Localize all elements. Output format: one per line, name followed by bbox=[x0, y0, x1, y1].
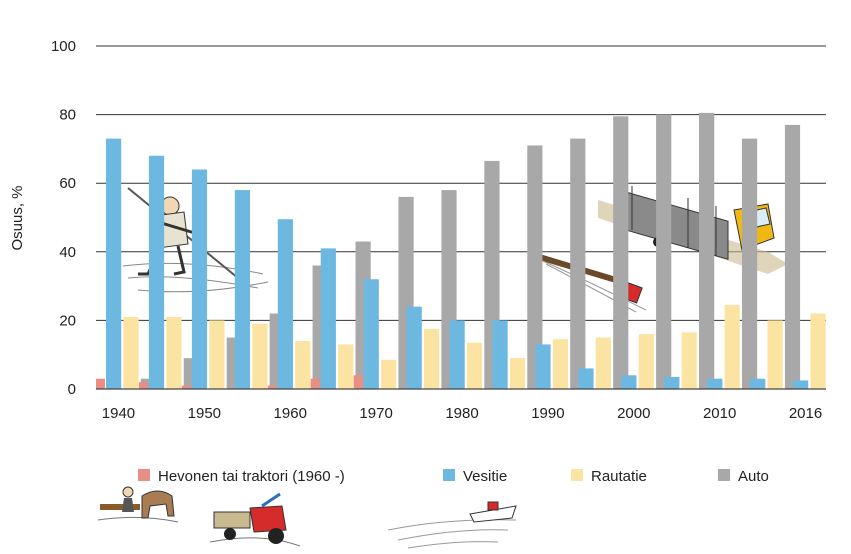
y-tick-label: 80 bbox=[59, 107, 76, 124]
bar-rautatie-1985 bbox=[509, 358, 526, 389]
y-tick-labels: 0 20 40 60 80 100 bbox=[51, 38, 76, 398]
bar-vesitie-2016 bbox=[793, 380, 809, 389]
bar-rautatie-1960 bbox=[295, 340, 311, 389]
x-tick-label: 1940 bbox=[102, 405, 135, 422]
tugboat-icon bbox=[387, 501, 517, 549]
bar-rautatie-1965 bbox=[338, 344, 354, 389]
x-tick-label: 2010 bbox=[703, 405, 736, 422]
bar-rautatie-1975 bbox=[423, 328, 440, 389]
bar-auto-1985 bbox=[527, 145, 543, 389]
x-tick-label: 1960 bbox=[274, 405, 307, 422]
bar-vesitie-1955 bbox=[234, 190, 251, 389]
bar-rautatie-1995 bbox=[595, 337, 611, 389]
y-tick-label: 40 bbox=[59, 244, 76, 261]
bar-vesitie-1980 bbox=[449, 320, 465, 389]
y-tick-label: 60 bbox=[59, 175, 76, 192]
tractor-icon bbox=[209, 492, 301, 547]
x-tick-label: 2000 bbox=[617, 405, 650, 422]
bar-auto-2000 bbox=[656, 114, 672, 389]
y-tick-label: 0 bbox=[68, 381, 76, 398]
bar-vesitie-1950 bbox=[191, 169, 208, 389]
bar-auto-2016 bbox=[828, 128, 843, 389]
bar-rautatie-2016 bbox=[810, 313, 826, 389]
timber-train-icon bbox=[535, 253, 647, 313]
bar-hevonen-1945 bbox=[138, 382, 148, 389]
horse-logging-icon bbox=[97, 486, 179, 523]
bar-auto-1990 bbox=[570, 138, 586, 389]
y-tick-label: 100 bbox=[51, 38, 76, 55]
bar-rautatie-1955 bbox=[252, 323, 268, 389]
bars bbox=[96, 112, 843, 389]
bar-auto-1995 bbox=[613, 116, 629, 389]
bar-vesitie-1975 bbox=[406, 306, 422, 389]
bar-hevonen-1970 bbox=[353, 375, 363, 389]
y-tick-label: 20 bbox=[59, 312, 76, 329]
bar-rautatie-1970 bbox=[381, 359, 397, 389]
bar-auto-2005 bbox=[699, 112, 715, 389]
y-axis-label: Osuus, % bbox=[9, 185, 26, 250]
legend-label: Auto bbox=[738, 468, 769, 485]
bar-vesitie-1960 bbox=[277, 219, 293, 389]
bar-vesitie-2000 bbox=[621, 375, 637, 389]
bar-rautatie-2005 bbox=[681, 332, 697, 389]
bar-vesitie-1965 bbox=[320, 248, 336, 389]
x-tick-label: 1970 bbox=[359, 405, 392, 422]
legend-label: Vesitie bbox=[463, 468, 507, 485]
bar-auto-1940 bbox=[140, 378, 156, 389]
x-tick-label: 1980 bbox=[445, 405, 478, 422]
bar-hevonen-1940 bbox=[96, 378, 105, 389]
bar-rautatie-1950 bbox=[209, 320, 225, 389]
legend-swatch bbox=[138, 469, 150, 481]
bar-rautatie-2010 bbox=[724, 304, 740, 389]
bar-auto-2010 bbox=[741, 138, 758, 389]
legend-label: Hevonen tai traktori (1960 -) bbox=[158, 468, 345, 485]
bar-rautatie-2013 bbox=[767, 320, 783, 389]
legend-swatch bbox=[443, 469, 455, 481]
bar-rautatie-1945 bbox=[166, 316, 182, 389]
bar-rautatie-1990 bbox=[552, 339, 569, 389]
bar-vesitie-2010 bbox=[707, 378, 723, 389]
bar-hevonen-1960 bbox=[267, 385, 277, 389]
bar-auto-2013 bbox=[784, 124, 801, 389]
legend-swatch bbox=[571, 469, 583, 481]
bar-hevonen-1965 bbox=[310, 378, 320, 389]
bar-vesitie-1940 bbox=[106, 138, 122, 389]
x-tick-label: 2016 bbox=[789, 405, 822, 422]
x-tick-label: 1950 bbox=[188, 405, 221, 422]
bar-rautatie-1980 bbox=[466, 342, 483, 389]
bar-hevonen-1950 bbox=[181, 385, 191, 389]
bar-vesitie-1990 bbox=[535, 344, 551, 389]
legend-label: Rautatie bbox=[591, 468, 647, 485]
legend-swatch bbox=[718, 469, 730, 481]
bar-rautatie-2000 bbox=[638, 334, 654, 389]
legend: Hevonen tai traktori (1960 -) Vesitie Raut… bbox=[138, 468, 769, 485]
bar-vesitie-2005 bbox=[664, 376, 680, 389]
bar-vesitie-1985 bbox=[492, 320, 508, 389]
bar-vesitie-1945 bbox=[148, 155, 165, 389]
bar-vesitie-2013 bbox=[750, 378, 766, 389]
x-tick-label: 1990 bbox=[531, 405, 564, 422]
x-tick-labels: 1940 1950 1960 1970 1980 1990 2000 2010 2016 bbox=[102, 405, 822, 422]
bar-vesitie-1970 bbox=[363, 279, 379, 389]
bar-vesitie-1995 bbox=[578, 368, 594, 389]
bar-rautatie-1940 bbox=[123, 316, 139, 389]
